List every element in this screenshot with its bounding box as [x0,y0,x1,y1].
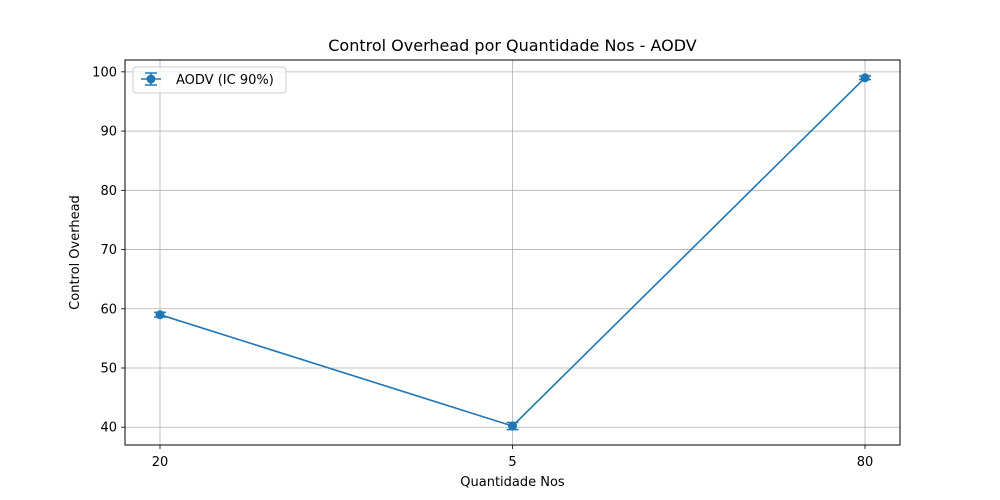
series-layer [154,73,871,431]
y-tick-label: 70 [100,243,117,258]
x-tick-label: 20 [152,455,169,470]
x-axis: 20 5 80 [152,445,874,470]
legend-label: AODV (IC 90%) [176,73,274,88]
y-tick-label: 50 [100,362,117,377]
legend-marker [146,74,156,84]
data-point [155,310,165,320]
legend-box [132,66,287,94]
y-axis: 40 50 60 70 80 90 100 [92,65,125,436]
grid [125,60,900,445]
x-tick-label: 80 [857,455,874,470]
x-axis-label: Quantidade Nos [460,475,565,490]
y-tick-label: 100 [92,65,117,80]
data-point [860,73,870,83]
y-tick-label: 40 [100,421,117,436]
chart-title: Control Overhead por Quantidade Nos - AO… [328,36,697,55]
x-tick-label: 5 [508,455,516,470]
y-axis-label: Control Overhead [68,195,83,310]
y-tick-label: 90 [100,125,117,140]
legend: AODV (IC 90%) [132,66,287,94]
y-tick-label: 80 [100,184,117,199]
y-tick-label: 60 [100,302,117,317]
data-point [508,421,517,431]
